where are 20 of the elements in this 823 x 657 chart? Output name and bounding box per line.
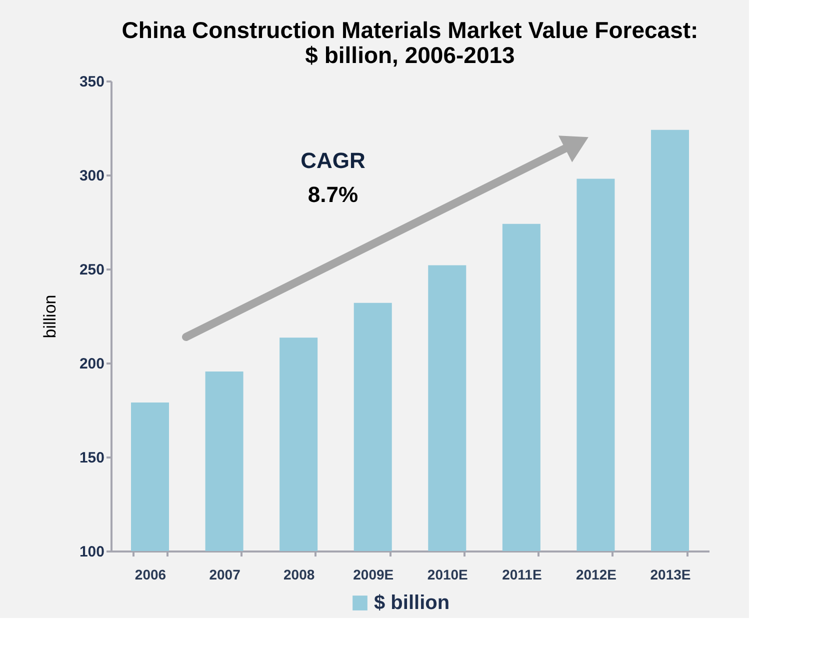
- annotation: 8.7%: [308, 182, 358, 207]
- y-tick-label: 250: [79, 262, 104, 278]
- y-tick-label: 150: [79, 450, 104, 466]
- x-tick-label: 2006: [134, 566, 166, 582]
- x-tick-label: 2008: [283, 566, 315, 582]
- legend-label: $ billion: [374, 592, 450, 614]
- x-tick-label: 2010E: [427, 566, 468, 582]
- text: China Construction Materials Market Value Forecast:: [122, 17, 698, 43]
- y-tick-label: 200: [79, 356, 104, 372]
- y-tick-label: 300: [79, 168, 104, 184]
- y-axis-title: billion: [40, 294, 60, 338]
- text: $ billion, 2006-2013: [305, 42, 515, 68]
- annotation: CAGR: [300, 148, 366, 173]
- y-tick-label: 100: [79, 544, 104, 560]
- x-tick-label: 2009E: [353, 566, 394, 582]
- x-tick-label: 2012E: [576, 566, 616, 582]
- x-tick-label: 2011E: [502, 566, 542, 582]
- x-tick-label: 2013E: [650, 566, 691, 582]
- x-tick-label: 2007: [209, 566, 241, 582]
- y-tick-label: 350: [79, 74, 104, 90]
